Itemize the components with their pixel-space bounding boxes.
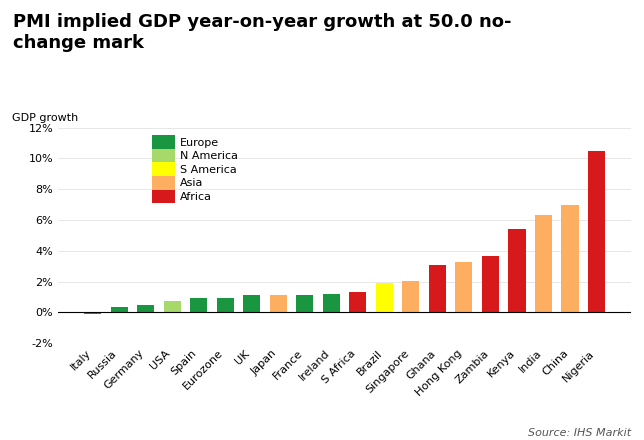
Bar <box>375 283 393 312</box>
Bar <box>535 215 552 312</box>
Bar <box>349 292 366 312</box>
Text: GDP growth: GDP growth <box>12 113 79 123</box>
Bar <box>296 295 314 312</box>
Bar <box>270 296 287 312</box>
Text: Source: IHS Markit: Source: IHS Markit <box>528 428 631 438</box>
Bar <box>455 261 473 312</box>
Bar <box>164 301 181 312</box>
Bar <box>323 294 340 312</box>
Bar <box>588 150 605 312</box>
Bar <box>190 298 207 312</box>
Legend: Europe, N America, S America, Asia, Africa: Europe, N America, S America, Asia, Afri… <box>153 136 238 203</box>
Bar <box>137 305 155 312</box>
Bar <box>84 312 101 314</box>
Bar <box>216 298 234 312</box>
Text: PMI implied GDP year-on-year growth at 50.0 no-
change mark: PMI implied GDP year-on-year growth at 5… <box>13 13 511 52</box>
Bar <box>429 265 446 312</box>
Bar <box>243 296 260 312</box>
Bar <box>562 205 578 312</box>
Bar <box>402 281 419 312</box>
Bar <box>508 229 526 312</box>
Bar <box>111 307 128 312</box>
Bar <box>482 256 499 312</box>
